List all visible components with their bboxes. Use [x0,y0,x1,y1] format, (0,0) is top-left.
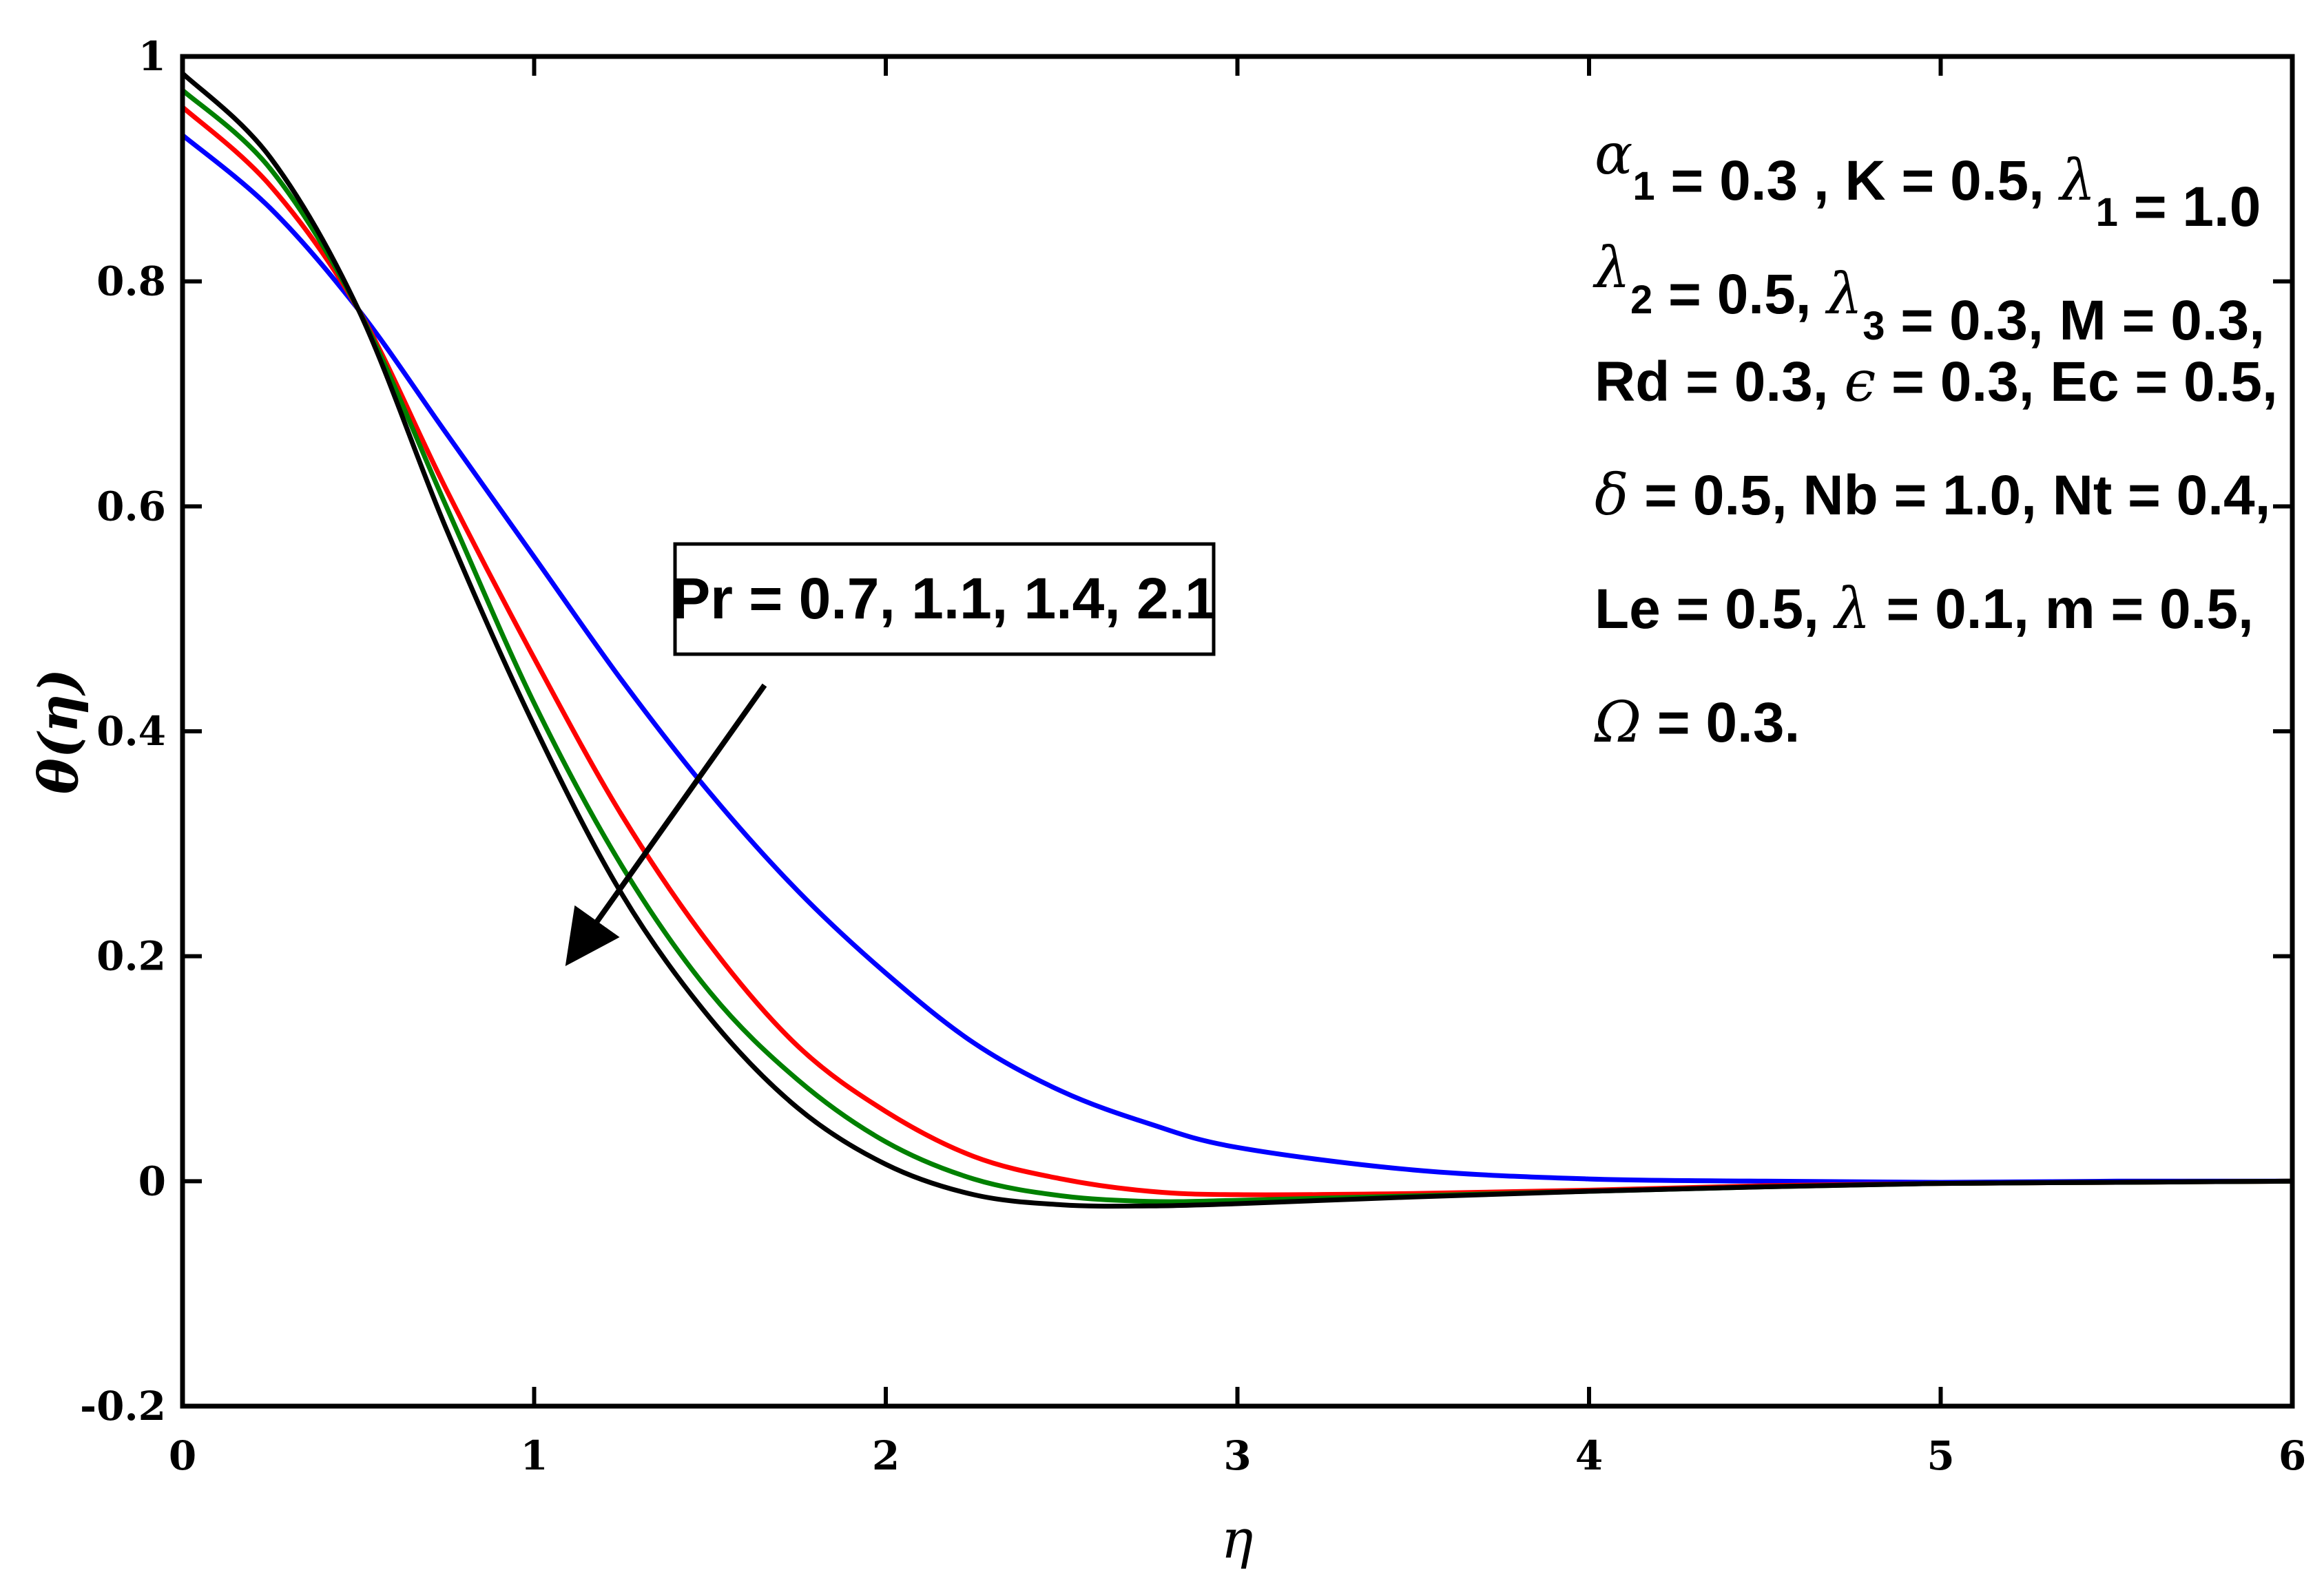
x-tick-label: 1 [520,1432,548,1479]
annotation-line: δ = 0.5, Nb = 1.0, Nt = 0.4, [1595,463,2270,528]
y-axis-label: θ(η) [28,669,90,795]
pr-label-box [673,542,1216,656]
trend-arrow [565,683,767,967]
annotation-line: Le = 0.5, λ = 0.1, m = 0.5, [1595,576,2254,642]
y-tick-label: 0.2 [96,933,166,980]
y-tick-label: 0 [138,1158,166,1204]
annotation-line: α1 = 0.3 , K = 0.5, λ1 = 1.0 [1595,122,2261,238]
y-tick-label: 0.8 [96,258,166,305]
y-tick-label: -0.2 [80,1383,166,1430]
series-layer [180,71,2293,1209]
x-tick-label: 3 [1223,1432,1251,1479]
tick-label-layer: 0 1 2 3 4 5 6-0.200.20.40.60.81 [80,33,2306,1479]
annotation-line: Rd = 0.3, ϵ = 0.3, Ec = 0.5, [1595,349,2278,415]
parameter-annotation: α1 = 0.3 , K = 0.5, λ1 = 1.0λ2 = 0.5, λ3… [1592,122,2278,755]
y-tick-label: 0.4 [96,708,166,755]
x-tick-label: 6 [2279,1432,2306,1479]
ticks-layer [180,54,2294,1408]
series-line-3 [180,71,2293,1209]
x-axis-label: η [1221,1509,1254,1571]
x-tick-label: 2 [872,1432,900,1479]
y-tick-label: 0.6 [96,483,166,530]
x-tick-label: 5 [1927,1432,1954,1479]
pr-label: Pr = 0.7, 1.1, 1.4, 2.1 [672,566,1217,631]
series-line-0 [180,133,2293,1185]
annotation-line: λ2 = 0.5, λ3 = 0.3, M = 0.3, [1592,236,2265,352]
y-tick-label: 1 [138,33,166,80]
annotation-line: Ω = 0.3. [1594,690,1800,755]
x-tick-label: 4 [1575,1432,1603,1479]
x-tick-label: 0 [169,1432,196,1479]
